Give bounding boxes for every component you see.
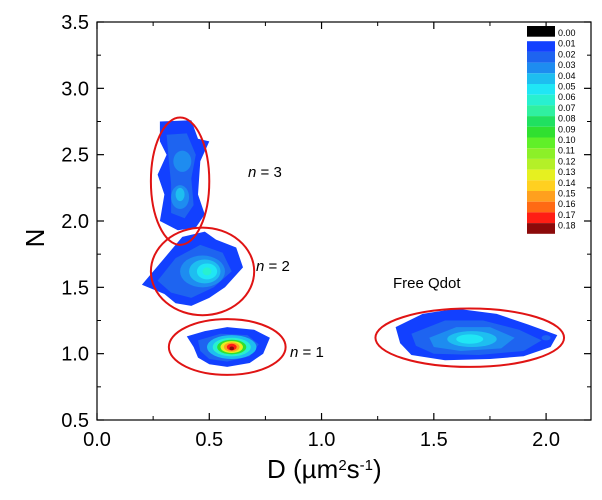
legend-swatch	[527, 137, 555, 149]
annotation-n3: n = 3	[248, 164, 282, 181]
legend-swatch	[527, 148, 555, 159]
y-tick-label: 1.0	[61, 344, 89, 366]
y-tick-label: 1.5	[61, 277, 89, 299]
legend-swatch	[527, 191, 555, 202]
annotation-n2: n = 2	[256, 258, 290, 275]
legend-swatch	[527, 41, 555, 52]
legend-swatch	[527, 201, 555, 213]
legend-swatch	[527, 212, 555, 224]
legend-label: 0.08	[558, 114, 576, 124]
legend-swatch	[527, 126, 555, 138]
cluster-ellipses	[149, 116, 566, 376]
legend-swatch	[527, 158, 555, 170]
cluster-ellipse-3	[167, 318, 287, 376]
legend-label: 0.09	[558, 124, 576, 134]
x-tick-label: 0.5	[195, 429, 223, 451]
legend-swatch	[527, 62, 555, 74]
legend-swatch	[527, 105, 555, 117]
y-tick-label: 3.0	[61, 78, 89, 100]
legend-swatch	[527, 84, 555, 95]
legend-label: 0.12	[558, 156, 576, 166]
contour-n3-peak-upper	[173, 150, 192, 172]
contour-free-spot	[541, 335, 551, 341]
legend-label: 0.06	[558, 92, 576, 102]
legend-label: 0.16	[558, 199, 576, 209]
contour-n2-peak	[202, 267, 212, 276]
legend-label: 0.07	[558, 103, 576, 113]
annotation-n1: n = 1	[290, 344, 324, 361]
color-legend: 0.000.010.020.030.040.050.060.070.080.09…	[527, 26, 576, 234]
contour-n3-peak	[175, 187, 185, 202]
contour-n1-peak	[229, 346, 234, 351]
legend-label: 0.03	[558, 60, 576, 70]
legend-swatch	[527, 26, 555, 37]
y-axis-ticks: 0.5 1.0 1.5 2.0 2.5 3.0 3.5	[61, 12, 591, 432]
legend-label: 0.11	[558, 146, 575, 156]
legend-label: 0.18	[558, 221, 576, 231]
annotation-free-qdot: Free Qdot	[393, 275, 461, 292]
cluster-ellipse-1	[149, 116, 211, 246]
y-tick-label: 2.5	[61, 145, 89, 167]
x-tick-label: 1.5	[420, 429, 448, 451]
y-axis-title: N	[20, 229, 50, 248]
legend-label: 0.05	[558, 82, 576, 92]
legend-label: 0.17	[558, 210, 576, 220]
legend-label: 0.00	[558, 28, 576, 38]
legend-label: 0.10	[558, 135, 576, 145]
contour-free-peak	[456, 334, 484, 344]
legend-label: 0.02	[558, 49, 576, 59]
x-axis-ticks: 0.0 0.5 1.0 1.5 2.0	[83, 22, 560, 451]
x-tick-label: 1.0	[308, 429, 336, 451]
cluster-ellipse-4	[374, 307, 566, 368]
x-tick-label: 0.0	[83, 429, 111, 451]
legend-label: 0.14	[558, 178, 576, 188]
x-axis-title: D (µm2s-1)	[267, 454, 382, 484]
legend-label: 0.15	[558, 189, 576, 199]
y-tick-label: 0.5	[61, 410, 89, 432]
y-tick-label: 3.5	[61, 12, 89, 34]
legend-swatch	[527, 180, 555, 191]
y-tick-label: 2.0	[61, 211, 89, 233]
x-tick-label: 2.0	[532, 429, 560, 451]
legend-swatch	[527, 73, 555, 84]
legend-label: 0.04	[558, 71, 576, 81]
legend-label: 0.13	[558, 167, 576, 177]
legend-swatch	[527, 223, 555, 234]
legend-label: 0.01	[558, 39, 576, 49]
legend-swatch	[527, 51, 555, 63]
legend-swatch	[527, 116, 555, 127]
legend-swatch	[527, 169, 555, 181]
legend-swatch	[527, 94, 555, 106]
cluster-ellipse-2	[149, 226, 256, 317]
contour-layer	[141, 120, 558, 367]
